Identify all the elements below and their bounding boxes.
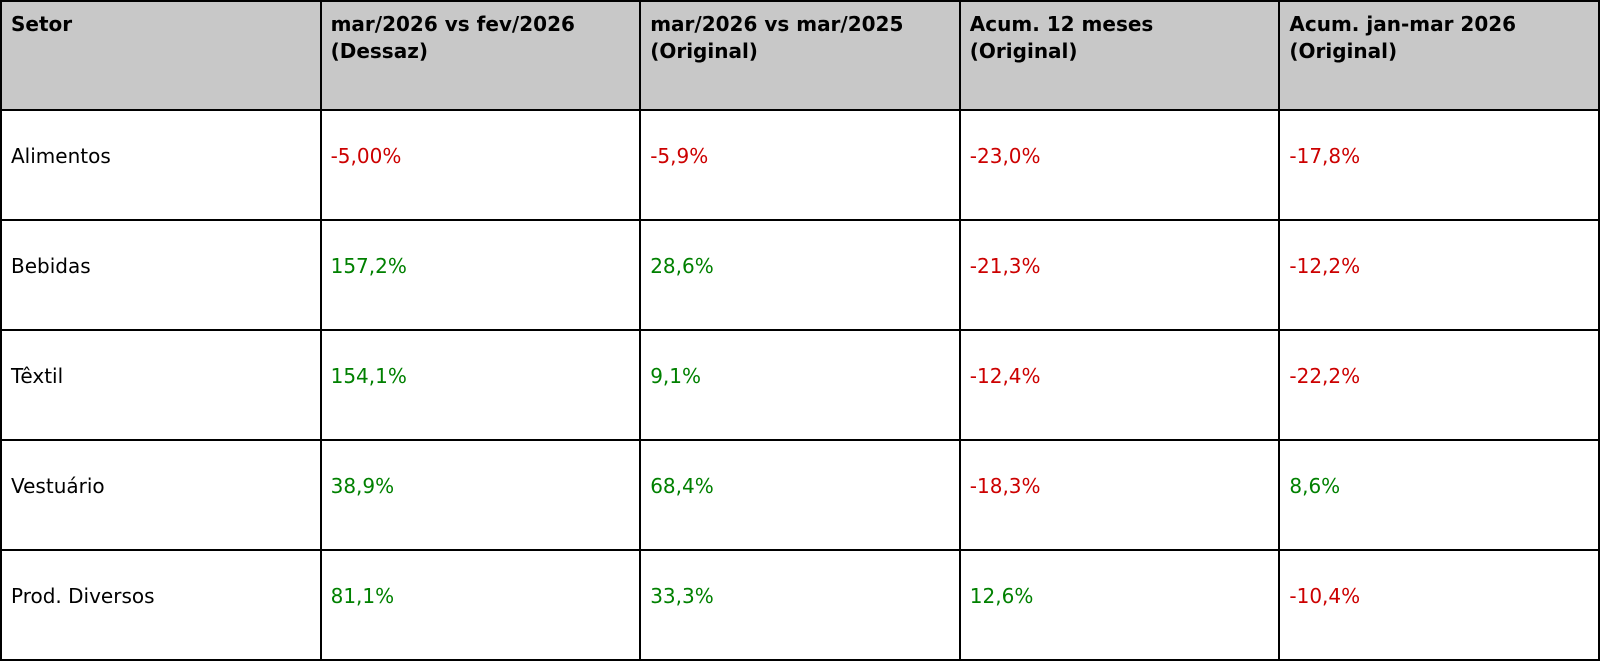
value-cell: 8,6% bbox=[1278, 439, 1600, 551]
value-cell: 28,6% bbox=[639, 219, 961, 331]
value-cell: 157,2% bbox=[319, 219, 642, 331]
header-row: Setor mar/2026 vs fev/2026 (Dessaz) mar/… bbox=[0, 0, 1600, 111]
value-cell: 33,3% bbox=[639, 549, 961, 661]
col-header-line2: (Original) bbox=[650, 39, 758, 63]
col-header-line2: (Original) bbox=[969, 39, 1078, 63]
value-cell: 38,9% bbox=[319, 439, 642, 551]
value-cell: 154,1% bbox=[319, 329, 642, 441]
col-header-yoy-original: mar/2026 vs mar/2025 (Original) bbox=[639, 0, 961, 111]
col-header-acum-jan-mar: Acum. jan-mar 2026 (Original) bbox=[1278, 0, 1600, 111]
value-cell: 68,4% bbox=[639, 439, 961, 551]
table-row: Alimentos -5,00% -5,9% -23,0% -17,8% bbox=[0, 109, 1600, 221]
col-header-line2: (Original) bbox=[1289, 39, 1398, 63]
col-header-line1: Acum. 12 meses bbox=[969, 12, 1154, 36]
value-cell: -12,4% bbox=[958, 329, 1281, 441]
value-cell: -5,9% bbox=[639, 109, 961, 221]
value-cell: -5,00% bbox=[319, 109, 642, 221]
value-cell: 81,1% bbox=[319, 549, 642, 661]
col-header-line1: mar/2026 vs mar/2025 bbox=[650, 12, 904, 36]
col-header-line1: Acum. jan-mar 2026 bbox=[1289, 12, 1517, 36]
value-cell: -21,3% bbox=[958, 219, 1281, 331]
sector-cell: Têxtil bbox=[0, 329, 322, 441]
value-cell: -23,0% bbox=[958, 109, 1281, 221]
value-cell: 12,6% bbox=[958, 549, 1281, 661]
col-header-setor: Setor bbox=[0, 0, 322, 111]
sector-cell: Alimentos bbox=[0, 109, 322, 221]
table-row: Vestuário 38,9% 68,4% -18,3% 8,6% bbox=[0, 439, 1600, 551]
col-header-acum-12m: Acum. 12 meses (Original) bbox=[958, 0, 1281, 111]
sector-cell: Bebidas bbox=[0, 219, 322, 331]
table-row: Têxtil 154,1% 9,1% -12,4% -22,2% bbox=[0, 329, 1600, 441]
col-header-line1: mar/2026 vs fev/2026 bbox=[330, 12, 575, 36]
value-cell: -22,2% bbox=[1278, 329, 1600, 441]
table-row: Prod. Diversos 81,1% 33,3% 12,6% -10,4% bbox=[0, 549, 1600, 661]
value-cell: -12,2% bbox=[1278, 219, 1600, 331]
sector-cell: Vestuário bbox=[0, 439, 322, 551]
value-cell: -17,8% bbox=[1278, 109, 1600, 221]
value-cell: 9,1% bbox=[639, 329, 961, 441]
col-header-line2: (Dessaz) bbox=[330, 39, 428, 63]
col-header-mom-dessaz: mar/2026 vs fev/2026 (Dessaz) bbox=[319, 0, 642, 111]
value-cell: -18,3% bbox=[958, 439, 1281, 551]
table-row: Bebidas 157,2% 28,6% -21,3% -12,2% bbox=[0, 219, 1600, 331]
sector-cell: Prod. Diversos bbox=[0, 549, 322, 661]
col-header-line1: Setor bbox=[11, 12, 73, 36]
value-cell: -10,4% bbox=[1278, 549, 1600, 661]
